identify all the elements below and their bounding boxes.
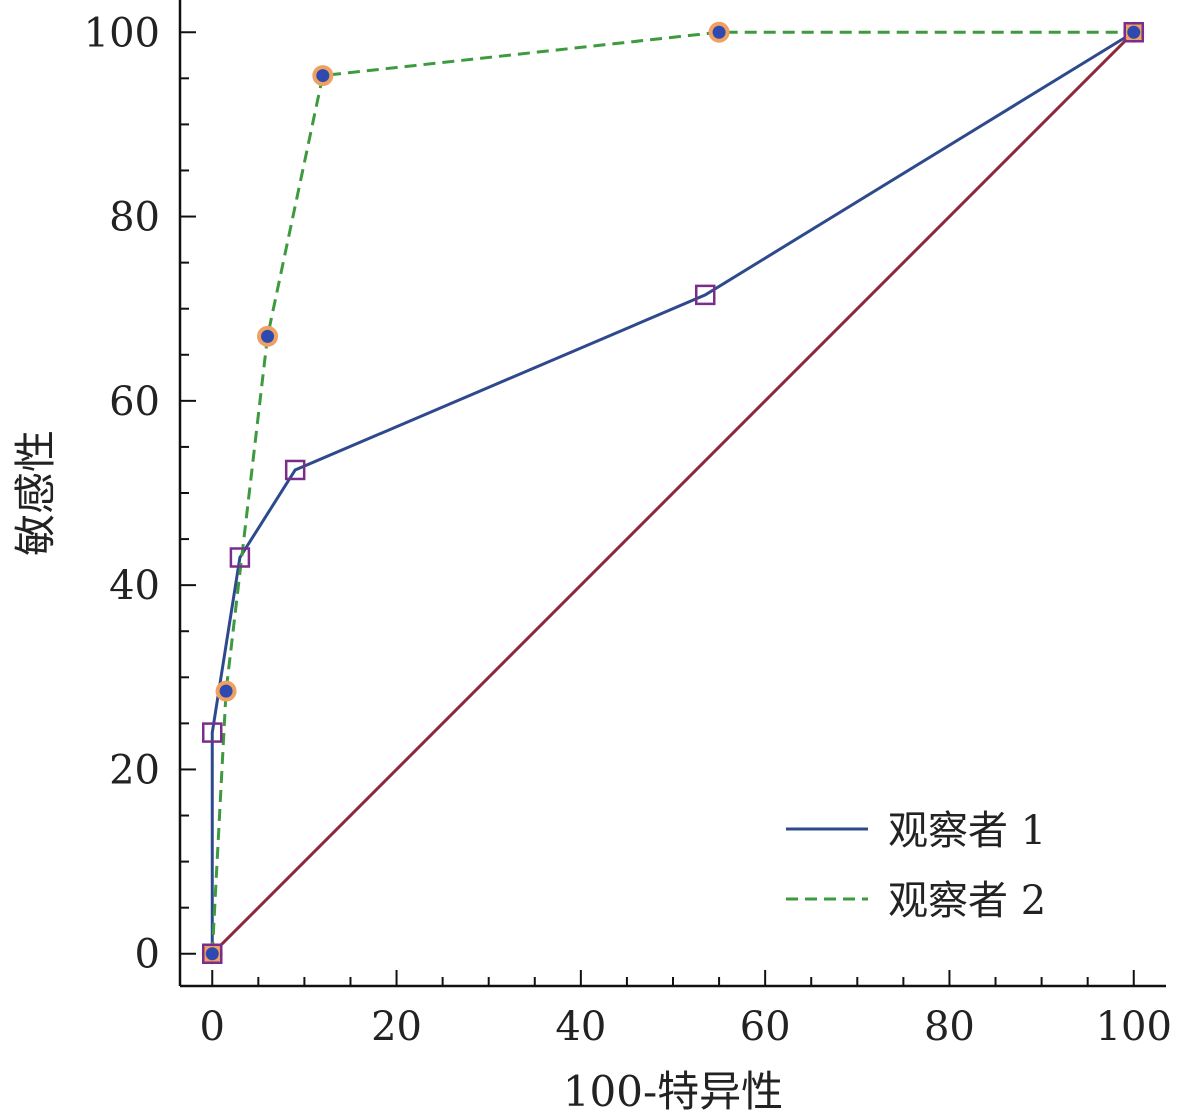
axes-layer xyxy=(178,0,1166,988)
x-tick-label: 60 xyxy=(740,1004,791,1050)
y-axis-title: 敏感性 xyxy=(11,430,60,556)
y-tick-label: 80 xyxy=(109,195,160,241)
series-1-point xyxy=(202,943,223,964)
legend-label-series-2: 观察者 2 xyxy=(888,878,1046,924)
series-2-point xyxy=(201,943,223,965)
series-2-point xyxy=(1123,21,1145,43)
ticks-layer: 0 20 40 60 80 100 0 20 40 60 80 100 xyxy=(84,10,1172,1050)
series-1-point xyxy=(229,547,251,568)
series-2-point xyxy=(708,21,730,43)
x-tick-label: 0 xyxy=(200,1004,225,1050)
series-1-point xyxy=(202,722,223,743)
y-tick-label: 40 xyxy=(109,563,160,609)
markers-layer xyxy=(201,21,1145,965)
series-2-point xyxy=(215,680,237,702)
y-tick-label: 0 xyxy=(135,932,160,978)
y-tick-label: 100 xyxy=(84,10,160,56)
legend-label-series-1: 观察者 1 xyxy=(888,808,1046,854)
x-tick-label: 40 xyxy=(555,1004,606,1050)
series-2-point xyxy=(257,325,279,347)
series-line-2 xyxy=(210,30,1134,954)
x-tick-label: 20 xyxy=(371,1004,422,1050)
reference-diagonal-line xyxy=(211,31,1135,955)
series-2-point xyxy=(312,65,334,87)
series-1-point xyxy=(1123,22,1144,43)
series-1-point xyxy=(695,284,716,306)
x-tick-label: 100 xyxy=(1096,1004,1172,1050)
x-axis-title: 100-特异性 xyxy=(563,1067,783,1116)
series-1-point xyxy=(284,459,306,481)
series-line-1 xyxy=(210,30,1135,954)
y-tick-label: 20 xyxy=(109,747,160,793)
lines-layer xyxy=(210,30,1135,955)
y-tick-label: 60 xyxy=(109,379,160,425)
legend: 观察者 1 观察者 2 xyxy=(786,808,1046,924)
x-tick-label: 80 xyxy=(924,1004,975,1050)
